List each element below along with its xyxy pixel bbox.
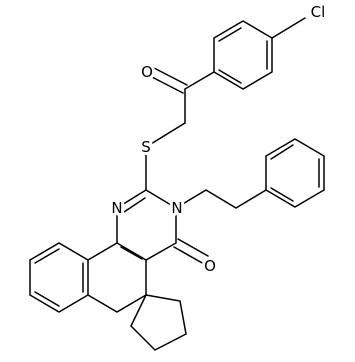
atom-label: O (141, 63, 153, 81)
atom-label: Cl (311, 3, 326, 21)
bonds (29, 17, 325, 351)
atom-label: N (111, 199, 122, 217)
atom-label: O (204, 257, 216, 275)
atom-label: N (171, 199, 182, 217)
atom-label: S (141, 138, 151, 156)
